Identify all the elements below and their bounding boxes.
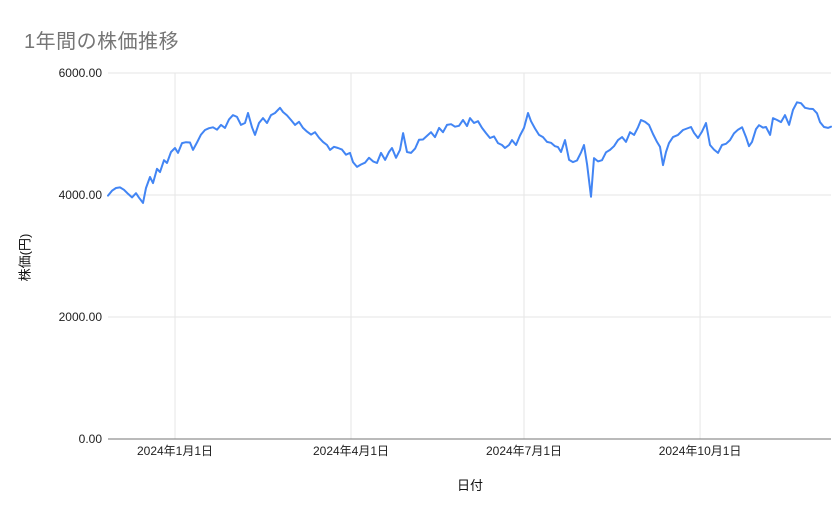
x-tick-label: 2024年7月1日 bbox=[485, 444, 563, 458]
y-tick-label: 6000.00 bbox=[58, 66, 102, 80]
y-tick-label: 2000.00 bbox=[58, 310, 102, 324]
x-tick-label: 2024年10月1日 bbox=[658, 444, 742, 458]
x-axis-title: 日付 bbox=[456, 478, 483, 493]
y-tick-label: 4000.00 bbox=[58, 188, 102, 202]
x-tick-label: 2024年4月1日 bbox=[312, 444, 390, 458]
chart-title: 1年間の株価推移 bbox=[24, 31, 180, 53]
stock-price-line bbox=[107, 101, 832, 204]
y-tick-label: 0.00 bbox=[78, 432, 102, 446]
x-tick-label: 2024年1月1日 bbox=[136, 444, 214, 458]
